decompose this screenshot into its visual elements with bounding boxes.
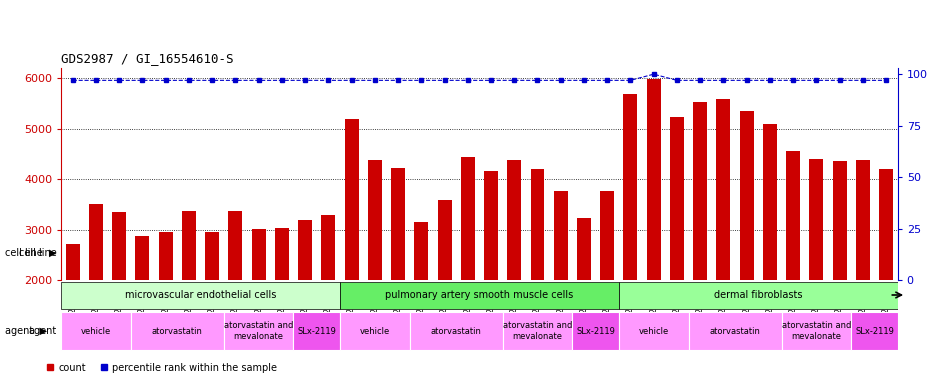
Bar (781, 312, 852, 350)
Bar (340, 281, 619, 308)
Bar (293, 312, 340, 350)
Text: dermal fibroblasts: dermal fibroblasts (714, 290, 803, 300)
Text: pulmonary artery smooth muscle cells: pulmonary artery smooth muscle cells (385, 290, 573, 300)
Text: atorvastatin and
mevalonate: atorvastatin and mevalonate (782, 321, 851, 341)
Text: atorvastatin and
mevalonate: atorvastatin and mevalonate (224, 321, 293, 341)
Text: vehicle: vehicle (360, 326, 390, 336)
Text: agent: agent (28, 326, 56, 336)
Bar (693, 102, 707, 381)
Bar (530, 169, 544, 381)
Text: vehicle: vehicle (81, 326, 111, 336)
Bar (274, 227, 289, 381)
Bar (601, 191, 614, 381)
Bar (205, 232, 219, 381)
Bar (577, 218, 591, 381)
Bar (340, 312, 410, 350)
Text: atorvastatin: atorvastatin (710, 326, 760, 336)
Bar (345, 119, 358, 381)
Text: vehicle: vehicle (638, 326, 669, 336)
Bar (623, 94, 637, 381)
Bar (508, 160, 521, 381)
Bar (670, 117, 684, 381)
Bar (809, 159, 823, 381)
Bar (855, 160, 870, 381)
Bar (252, 229, 266, 381)
Text: cell line  ▶: cell line ▶ (5, 248, 56, 258)
Bar (182, 211, 196, 381)
Text: GDS2987 / GI_16554610-S: GDS2987 / GI_16554610-S (61, 53, 234, 65)
Bar (321, 215, 336, 381)
Text: agent  ▶: agent ▶ (5, 326, 47, 336)
Bar (688, 312, 781, 350)
Bar (66, 244, 80, 381)
Bar (716, 99, 730, 381)
Bar (437, 200, 451, 381)
Bar (740, 111, 754, 381)
Bar (89, 204, 103, 381)
Bar (131, 312, 224, 350)
Text: cell line: cell line (19, 248, 56, 258)
Text: microvascular endothelial cells: microvascular endothelial cells (125, 290, 276, 300)
Legend: count, percentile rank within the sample: count, percentile rank within the sample (42, 359, 281, 377)
Bar (159, 232, 173, 381)
Bar (554, 191, 568, 381)
Bar (619, 312, 688, 350)
Bar (368, 160, 382, 381)
Text: atorvastatin and
mevalonate: atorvastatin and mevalonate (503, 321, 572, 341)
Bar (879, 169, 893, 381)
Bar (852, 312, 898, 350)
Bar (503, 312, 572, 350)
Text: atorvastatin: atorvastatin (152, 326, 203, 336)
Bar (135, 236, 149, 381)
Bar (763, 124, 776, 381)
Text: SLx-2119: SLx-2119 (297, 326, 337, 336)
Bar (112, 212, 126, 381)
Text: SLx-2119: SLx-2119 (855, 326, 894, 336)
Bar (647, 79, 661, 381)
Text: SLx-2119: SLx-2119 (576, 326, 615, 336)
Bar (224, 312, 293, 350)
Bar (410, 312, 503, 350)
Bar (484, 171, 498, 381)
Bar (415, 222, 429, 381)
Bar (461, 157, 475, 381)
Bar (61, 281, 340, 308)
Bar (786, 151, 800, 381)
Bar (228, 211, 243, 381)
Text: atorvastatin: atorvastatin (431, 326, 481, 336)
Bar (61, 312, 131, 350)
Bar (572, 312, 619, 350)
Bar (833, 161, 847, 381)
Bar (619, 281, 898, 308)
Bar (298, 220, 312, 381)
Bar (391, 169, 405, 381)
